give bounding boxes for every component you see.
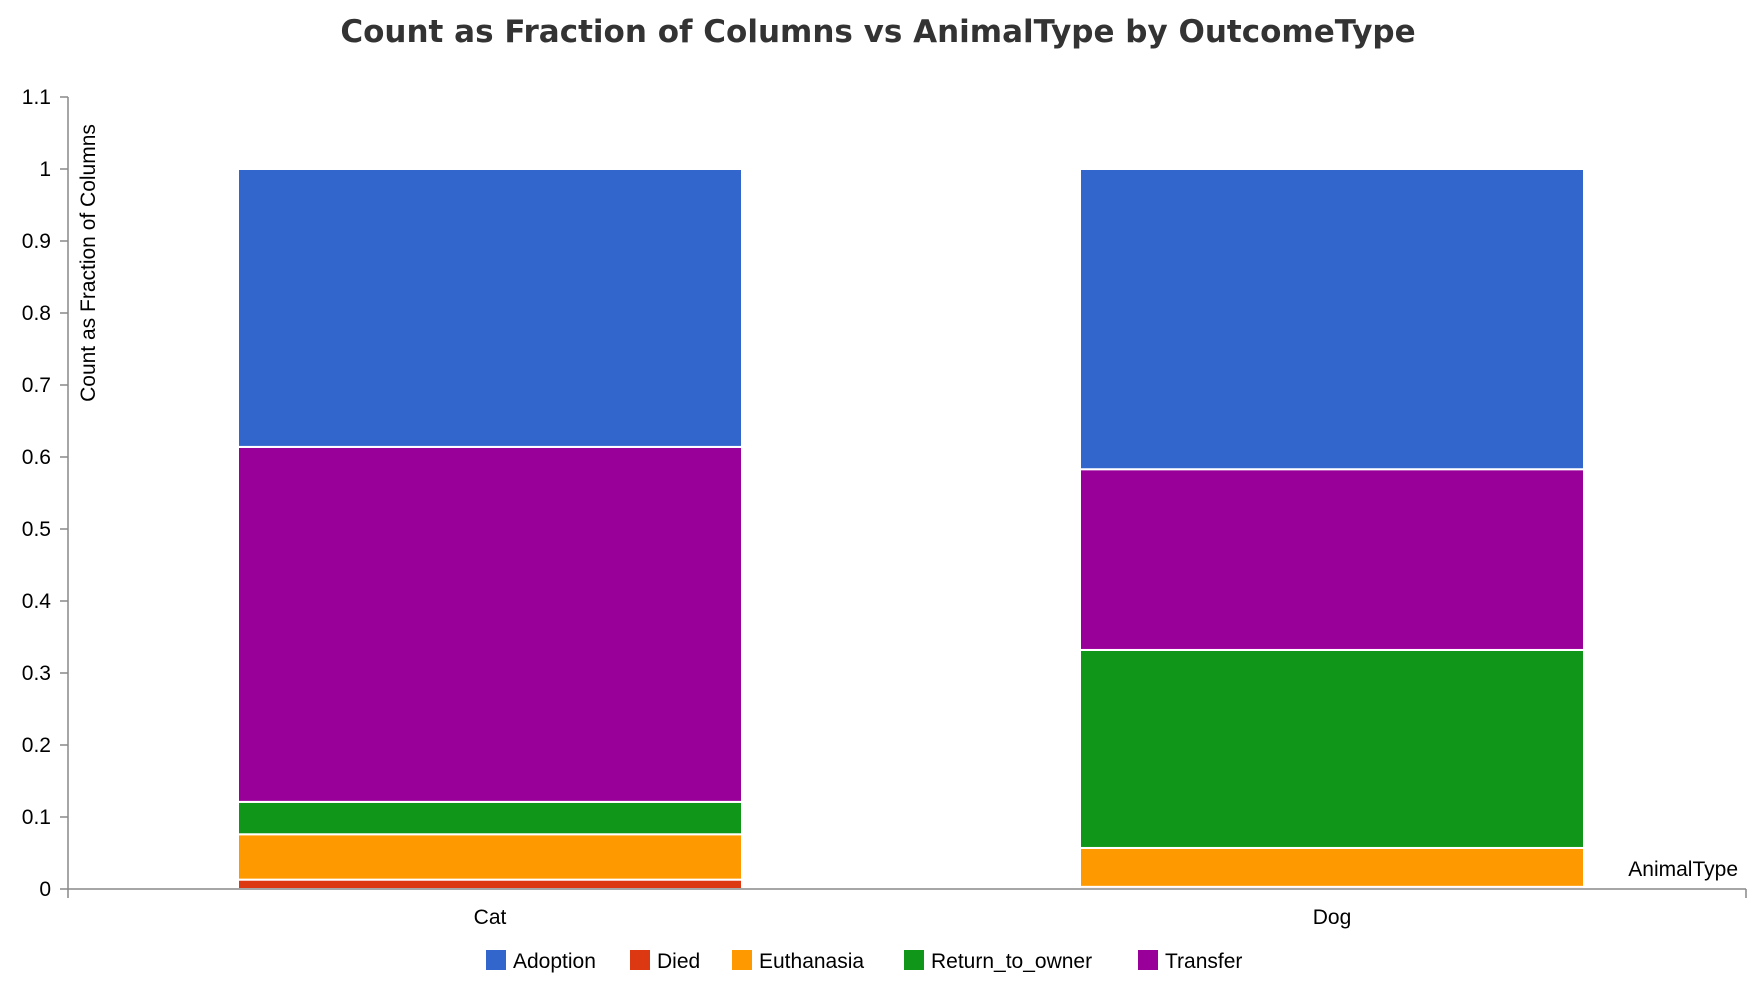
y-axis: 0 0.1 0.2 0.3 0.4 0.5 0.6 0.7 0.8 0.9 1 1.1 [22,86,69,901]
y-axis-title: Count as Fraction of Columns [77,124,100,402]
legend-item-adoption: Adoption [486,950,596,973]
x-tick-label: Cat [474,906,507,929]
plot-area [237,168,1585,891]
bar-segment-cat-adoption [237,168,743,448]
legend: Adoption Died Euthanasia Return_to_owner Tra… [486,950,1242,973]
legend-item-transfer: Transfer [1138,950,1242,973]
y-tick-label: 0.9 [22,230,51,253]
y-tick-label: 0.7 [22,374,51,397]
bar-segment-cat-died [237,878,743,891]
y-tick-label: 1 [39,158,51,181]
legend-item-return-to-owner: Return_to_owner [904,950,1092,973]
legend-label: Euthanasia [759,950,864,973]
legend-swatch [732,950,752,970]
legend-swatch [630,950,650,970]
legend-label: Transfer [1165,950,1242,973]
legend-label: Adoption [513,950,596,973]
x-axis-title: AnimalType [1628,858,1738,881]
legend-item-died: Died [630,950,700,973]
y-tick-label: 1.1 [22,86,51,109]
y-tick-label: 0.1 [22,806,51,829]
legend-label: Return_to_owner [931,950,1092,973]
legend-swatch [486,950,506,970]
y-tick-label: 0.2 [22,734,51,757]
legend-swatch [904,950,924,970]
bar-segment-dog-transfer [1079,468,1585,651]
bar-segment-dog-return-to-owner [1079,648,1585,849]
y-tick-label: 0.8 [22,302,51,325]
y-tick-label: 0.3 [22,662,51,685]
x-axis: Cat Dog [67,888,1747,929]
legend-swatch [1138,950,1158,970]
y-tick-label: 0.6 [22,446,51,469]
legend-item-euthanasia: Euthanasia [732,950,864,973]
y-tick-label: 0 [39,878,51,901]
bar-segment-cat-return-to-owner [237,800,743,836]
chart-title: Count as Fraction of Columns vs AnimalTy… [340,14,1415,50]
bar-segment-cat-transfer [237,445,743,803]
y-tick-label: 0.4 [22,590,52,613]
bar-segment-dog-adoption [1079,168,1585,471]
x-tick-label: Dog [1313,906,1352,929]
legend-label: Died [657,950,700,973]
bar-segment-dog-euthanasia [1079,846,1585,888]
bar-segment-cat-euthanasia [237,833,743,881]
y-tick-label: 0.5 [22,518,51,541]
